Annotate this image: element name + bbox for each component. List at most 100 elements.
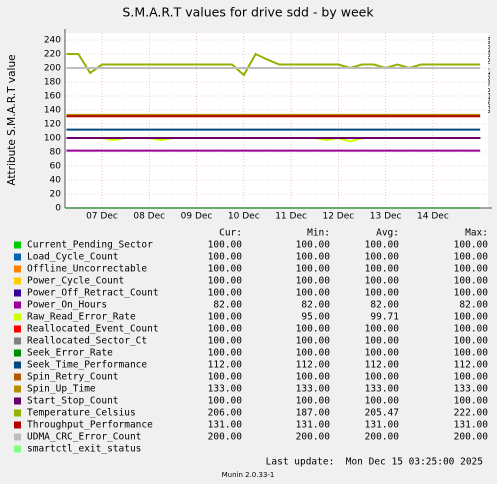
- y-tick-label: 140: [44, 106, 61, 116]
- x-tick-label: 13 Dec: [370, 212, 402, 222]
- legend-stat: 206.00: [208, 408, 243, 419]
- legend-label: Reallocated_Sector_Ct: [27, 336, 147, 347]
- legend-stat: 131.00: [208, 420, 243, 431]
- x-tick-label: 08 Dec: [133, 212, 165, 222]
- plot-area: [65, 33, 488, 208]
- legend-stat: 112.00: [296, 360, 331, 371]
- x-tick-label: 10 Dec: [228, 212, 260, 222]
- legend-label: Seek_Time_Performance: [27, 360, 147, 371]
- y-tick-label: 200: [44, 64, 61, 74]
- legend-stat: 100.00: [208, 324, 243, 335]
- y-tick-label: 120: [44, 120, 61, 130]
- legend-swatch: [14, 397, 21, 405]
- legend-stat: 82.00: [213, 300, 242, 311]
- legend-stat: 200.00: [208, 432, 243, 443]
- legend-stat: 205.47: [365, 408, 399, 419]
- legend-swatch: [14, 301, 21, 309]
- legend-stat: 222.00: [454, 408, 489, 419]
- legend-stat: 100.00: [296, 348, 331, 359]
- legend-stat: 100.00: [296, 288, 331, 299]
- y-tick-label: 0: [55, 204, 61, 214]
- legend-stat: 100.00: [208, 276, 243, 287]
- legend-stat: 100.00: [365, 240, 400, 251]
- legend-swatch: [14, 289, 21, 297]
- legend-stat: 100.00: [454, 276, 489, 287]
- legend-label: Load_Cycle_Count: [27, 252, 119, 263]
- legend-stat: 100.00: [365, 288, 400, 299]
- y-tick-label: 180: [44, 78, 61, 88]
- stat-header: Avg:: [376, 228, 399, 239]
- legend-stat: 100.00: [454, 252, 489, 263]
- legend-stat: 100.00: [454, 336, 489, 347]
- legend-stat: 200.00: [454, 432, 489, 443]
- legend-stat: 112.00: [208, 360, 243, 371]
- legend-swatch: [14, 313, 21, 321]
- legend-stat: 100.00: [454, 288, 489, 299]
- legend-stat: 99.71: [370, 312, 399, 323]
- legend-stat: 95.00: [301, 312, 330, 323]
- legend-stat: 100.00: [296, 324, 331, 335]
- legend-stat: 200.00: [296, 432, 331, 443]
- legend-label: Offline_Uncorrectable: [27, 264, 147, 275]
- legend-stat: 112.00: [365, 360, 400, 371]
- legend-stat: 100.00: [296, 372, 331, 383]
- legend-stat: 100.00: [365, 372, 400, 383]
- legend-stat: 82.00: [301, 300, 330, 311]
- legend-swatch: [14, 349, 21, 357]
- legend-swatch: [14, 385, 21, 393]
- legend-stat: 100.00: [365, 396, 400, 407]
- legend-stat: 100.00: [365, 324, 400, 335]
- legend-stat: 100.00: [208, 336, 243, 347]
- legend-stat: 100.00: [454, 312, 489, 323]
- y-tick-label: 60: [50, 162, 62, 172]
- stat-header: Cur:: [219, 228, 242, 239]
- legend-stat: 200.00: [365, 432, 400, 443]
- y-tick-label: 240: [44, 36, 61, 46]
- y-tick-label: 80: [50, 148, 62, 158]
- legend-stat: 100.00: [454, 348, 489, 359]
- legend-stat: 100.00: [296, 276, 331, 287]
- stat-header: Max:: [465, 228, 488, 239]
- legend-swatch: [14, 265, 21, 273]
- legend-label: Seek_Error_Rate: [27, 348, 113, 359]
- legend-swatch: [14, 409, 21, 417]
- footer: Munin 2.0.33-1: [222, 471, 275, 479]
- legend-stat: 100.00: [454, 396, 489, 407]
- legend-stat: 100.00: [365, 264, 400, 275]
- legend-stat: 100.00: [454, 324, 489, 335]
- legend-stat: 100.00: [296, 240, 331, 251]
- legend-swatch: [14, 337, 21, 345]
- legend-stat: 82.00: [459, 300, 488, 311]
- legend-stat: 100.00: [208, 240, 243, 251]
- legend-stat: 133.00: [365, 384, 400, 395]
- x-tick-label: 14 Dec: [417, 212, 449, 222]
- legend-stat: 100.00: [208, 348, 243, 359]
- legend-label: Reallocated_Event_Count: [27, 324, 159, 335]
- x-tick-label: 11 Dec: [275, 212, 307, 222]
- legend-stat: 112.00: [454, 360, 489, 371]
- legend-swatch: [14, 253, 21, 261]
- legend-stat: 100.00: [208, 252, 243, 263]
- y-tick-label: 160: [44, 92, 61, 102]
- legend-stat: 131.00: [454, 420, 489, 431]
- legend-stat: 100.00: [296, 252, 331, 263]
- legend-stat: 131.00: [365, 420, 400, 431]
- stat-header: Min:: [307, 228, 330, 239]
- legend-stat: 100.00: [208, 288, 243, 299]
- legend-label: Power_Cycle_Count: [27, 276, 124, 287]
- legend-stat: 133.00: [296, 384, 331, 395]
- y-tick-label: 40: [50, 176, 62, 186]
- legend-stat: 133.00: [454, 384, 489, 395]
- legend-label: Start_Stop_Count: [27, 396, 119, 407]
- legend-stat: 100.00: [208, 396, 243, 407]
- legend-stat: 100.00: [208, 312, 243, 323]
- legend-swatch: [14, 433, 21, 441]
- legend-label: Spin_Up_Time: [27, 384, 96, 395]
- legend-stat: 100.00: [208, 372, 243, 383]
- legend-stat: 100.00: [365, 348, 400, 359]
- legend-stat: 100.00: [365, 276, 400, 287]
- legend-stat: 100.00: [454, 264, 489, 275]
- legend-label: Spin_Retry_Count: [27, 372, 119, 383]
- legend-swatch: [14, 361, 21, 369]
- legend-stat: 100.00: [365, 336, 400, 347]
